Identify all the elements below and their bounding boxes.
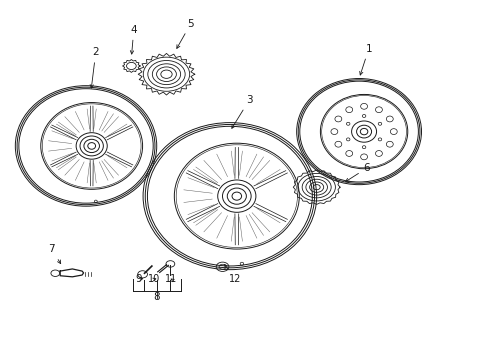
Text: 3: 3: [231, 95, 252, 128]
Text: 8: 8: [153, 292, 160, 302]
Text: 4: 4: [130, 24, 137, 54]
Text: 5: 5: [177, 18, 194, 48]
Text: 2: 2: [90, 47, 99, 88]
Text: 9: 9: [135, 274, 142, 284]
Text: 10: 10: [148, 274, 160, 284]
Text: 11: 11: [165, 274, 177, 284]
Text: 7: 7: [48, 244, 61, 264]
Text: 1: 1: [359, 44, 371, 75]
Text: 6: 6: [345, 163, 369, 181]
Text: 12: 12: [224, 265, 241, 284]
